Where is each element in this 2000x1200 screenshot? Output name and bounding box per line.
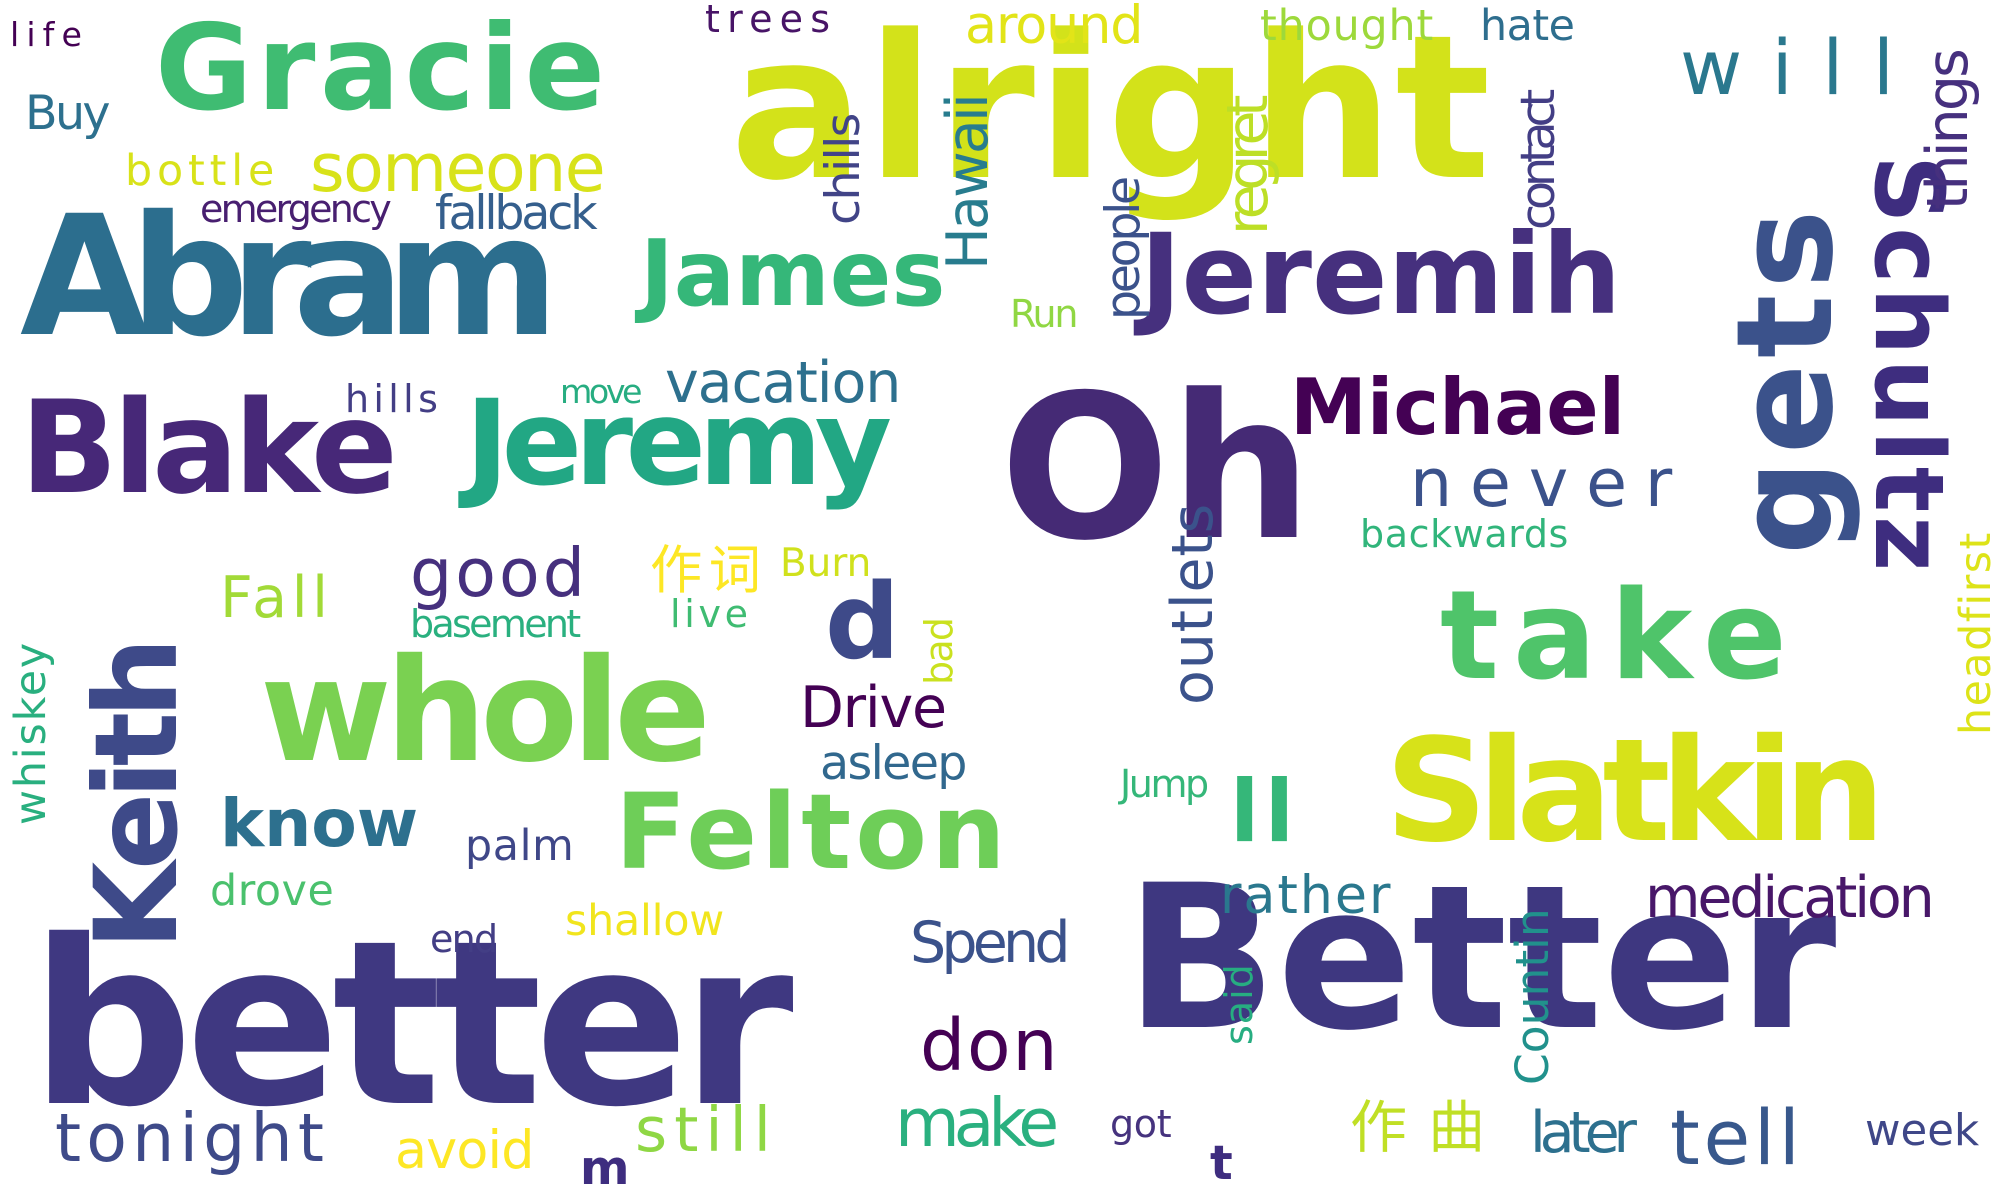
word-felton: Felton (615, 771, 1010, 893)
word-jump: Jump (1120, 762, 1209, 806)
word-avoid: avoid (395, 1121, 534, 1181)
word-still: still (635, 1094, 778, 1166)
word-will: will (1680, 23, 1924, 112)
word-end: end (430, 917, 498, 961)
word-someone: someone (310, 129, 606, 207)
word-drove: drove (210, 866, 335, 916)
word-make: make (895, 1084, 1059, 1162)
word-later: later (1530, 1100, 1637, 1166)
word-drive: Drive (800, 675, 947, 741)
word-burn: Burn (780, 541, 872, 586)
word-jeremy: Jeremy (465, 375, 892, 513)
word-hate: hate (1480, 1, 1575, 51)
word-got: got (1110, 1102, 1172, 1146)
word-take: take (1440, 564, 1801, 708)
word-vacation: vacation (665, 350, 901, 416)
word-trees: trees (705, 0, 838, 41)
word-gracie: Gracie (155, 0, 610, 138)
word-things: things (1915, 51, 1981, 210)
word-slatkin: Slatkin (1385, 708, 1885, 874)
word-tell: tell (1670, 1093, 1804, 1182)
word-regret: regret (1215, 101, 1281, 235)
word-chills: chills (816, 114, 871, 225)
word-keith: Keith (70, 643, 203, 950)
word-whiskey: whiskey (6, 640, 56, 825)
word-tonight: tonight (55, 1099, 330, 1177)
word-move: move (560, 372, 643, 411)
word-zuoqu: 作曲 (1350, 1095, 1507, 1161)
word-emergency: emergency (200, 187, 392, 231)
word-asleep: asleep (820, 736, 967, 791)
word-alright: alright (730, 0, 1493, 225)
word-said: said (1217, 963, 1261, 1045)
word-d: d (825, 561, 900, 683)
word-backwards: backwards (1360, 512, 1569, 556)
word-countin: Countin (1506, 908, 1559, 1085)
word-hawaii: Hawaii (935, 96, 1001, 270)
word-medication: medication (1645, 865, 1935, 931)
word-m: m (580, 1141, 635, 1196)
word-around: around (965, 0, 1143, 56)
word-don: don (920, 1004, 1060, 1087)
word-bottle: bottle (125, 146, 280, 196)
word-blake: Blake (20, 374, 398, 523)
word-spend: Spend (910, 910, 1071, 976)
word-oh: Oh (1000, 353, 1313, 585)
word-week: week (1865, 1106, 1980, 1156)
word-good: good (410, 534, 589, 612)
word-abram: Abram (20, 181, 559, 374)
word-basement: basement (410, 602, 581, 646)
word-run: Run (1010, 292, 1079, 336)
word-contact: contact (1511, 94, 1566, 230)
word-life: life (10, 15, 90, 54)
word-zuoci: 作词 (650, 541, 768, 601)
word-michael: Michael (1290, 363, 1626, 453)
word-fall: Fall (220, 565, 333, 631)
word-t: t (1210, 1136, 1265, 1191)
word-outlets: outlets (1160, 502, 1226, 705)
word-buy: Buy (25, 86, 111, 141)
word-know: know (220, 784, 419, 862)
word-jeremih: Jeremih (1140, 211, 1622, 340)
word-better: better (30, 891, 794, 1157)
word-shallow: shallow (565, 896, 725, 946)
word-schultz: Schultz (1853, 155, 1963, 576)
word-ll: ll (1230, 763, 1300, 862)
word-never: never (1410, 444, 1691, 522)
word-gets: gets (1709, 203, 1863, 555)
word-james: James (640, 222, 946, 327)
word-palm: palm (465, 821, 575, 871)
word-better-capital: Better (1125, 843, 1837, 1075)
word-whole: whole (260, 628, 711, 794)
word-live: live (670, 592, 752, 636)
word-thought: thought (1260, 1, 1435, 51)
word-bad: bad (917, 618, 961, 685)
word-hills: hills (345, 377, 443, 421)
word-people: people (1096, 179, 1151, 320)
word-rather: rather (1220, 866, 1393, 926)
word-headfirst: headfirst (1951, 531, 2000, 735)
word-fallback: fallback (435, 186, 598, 241)
